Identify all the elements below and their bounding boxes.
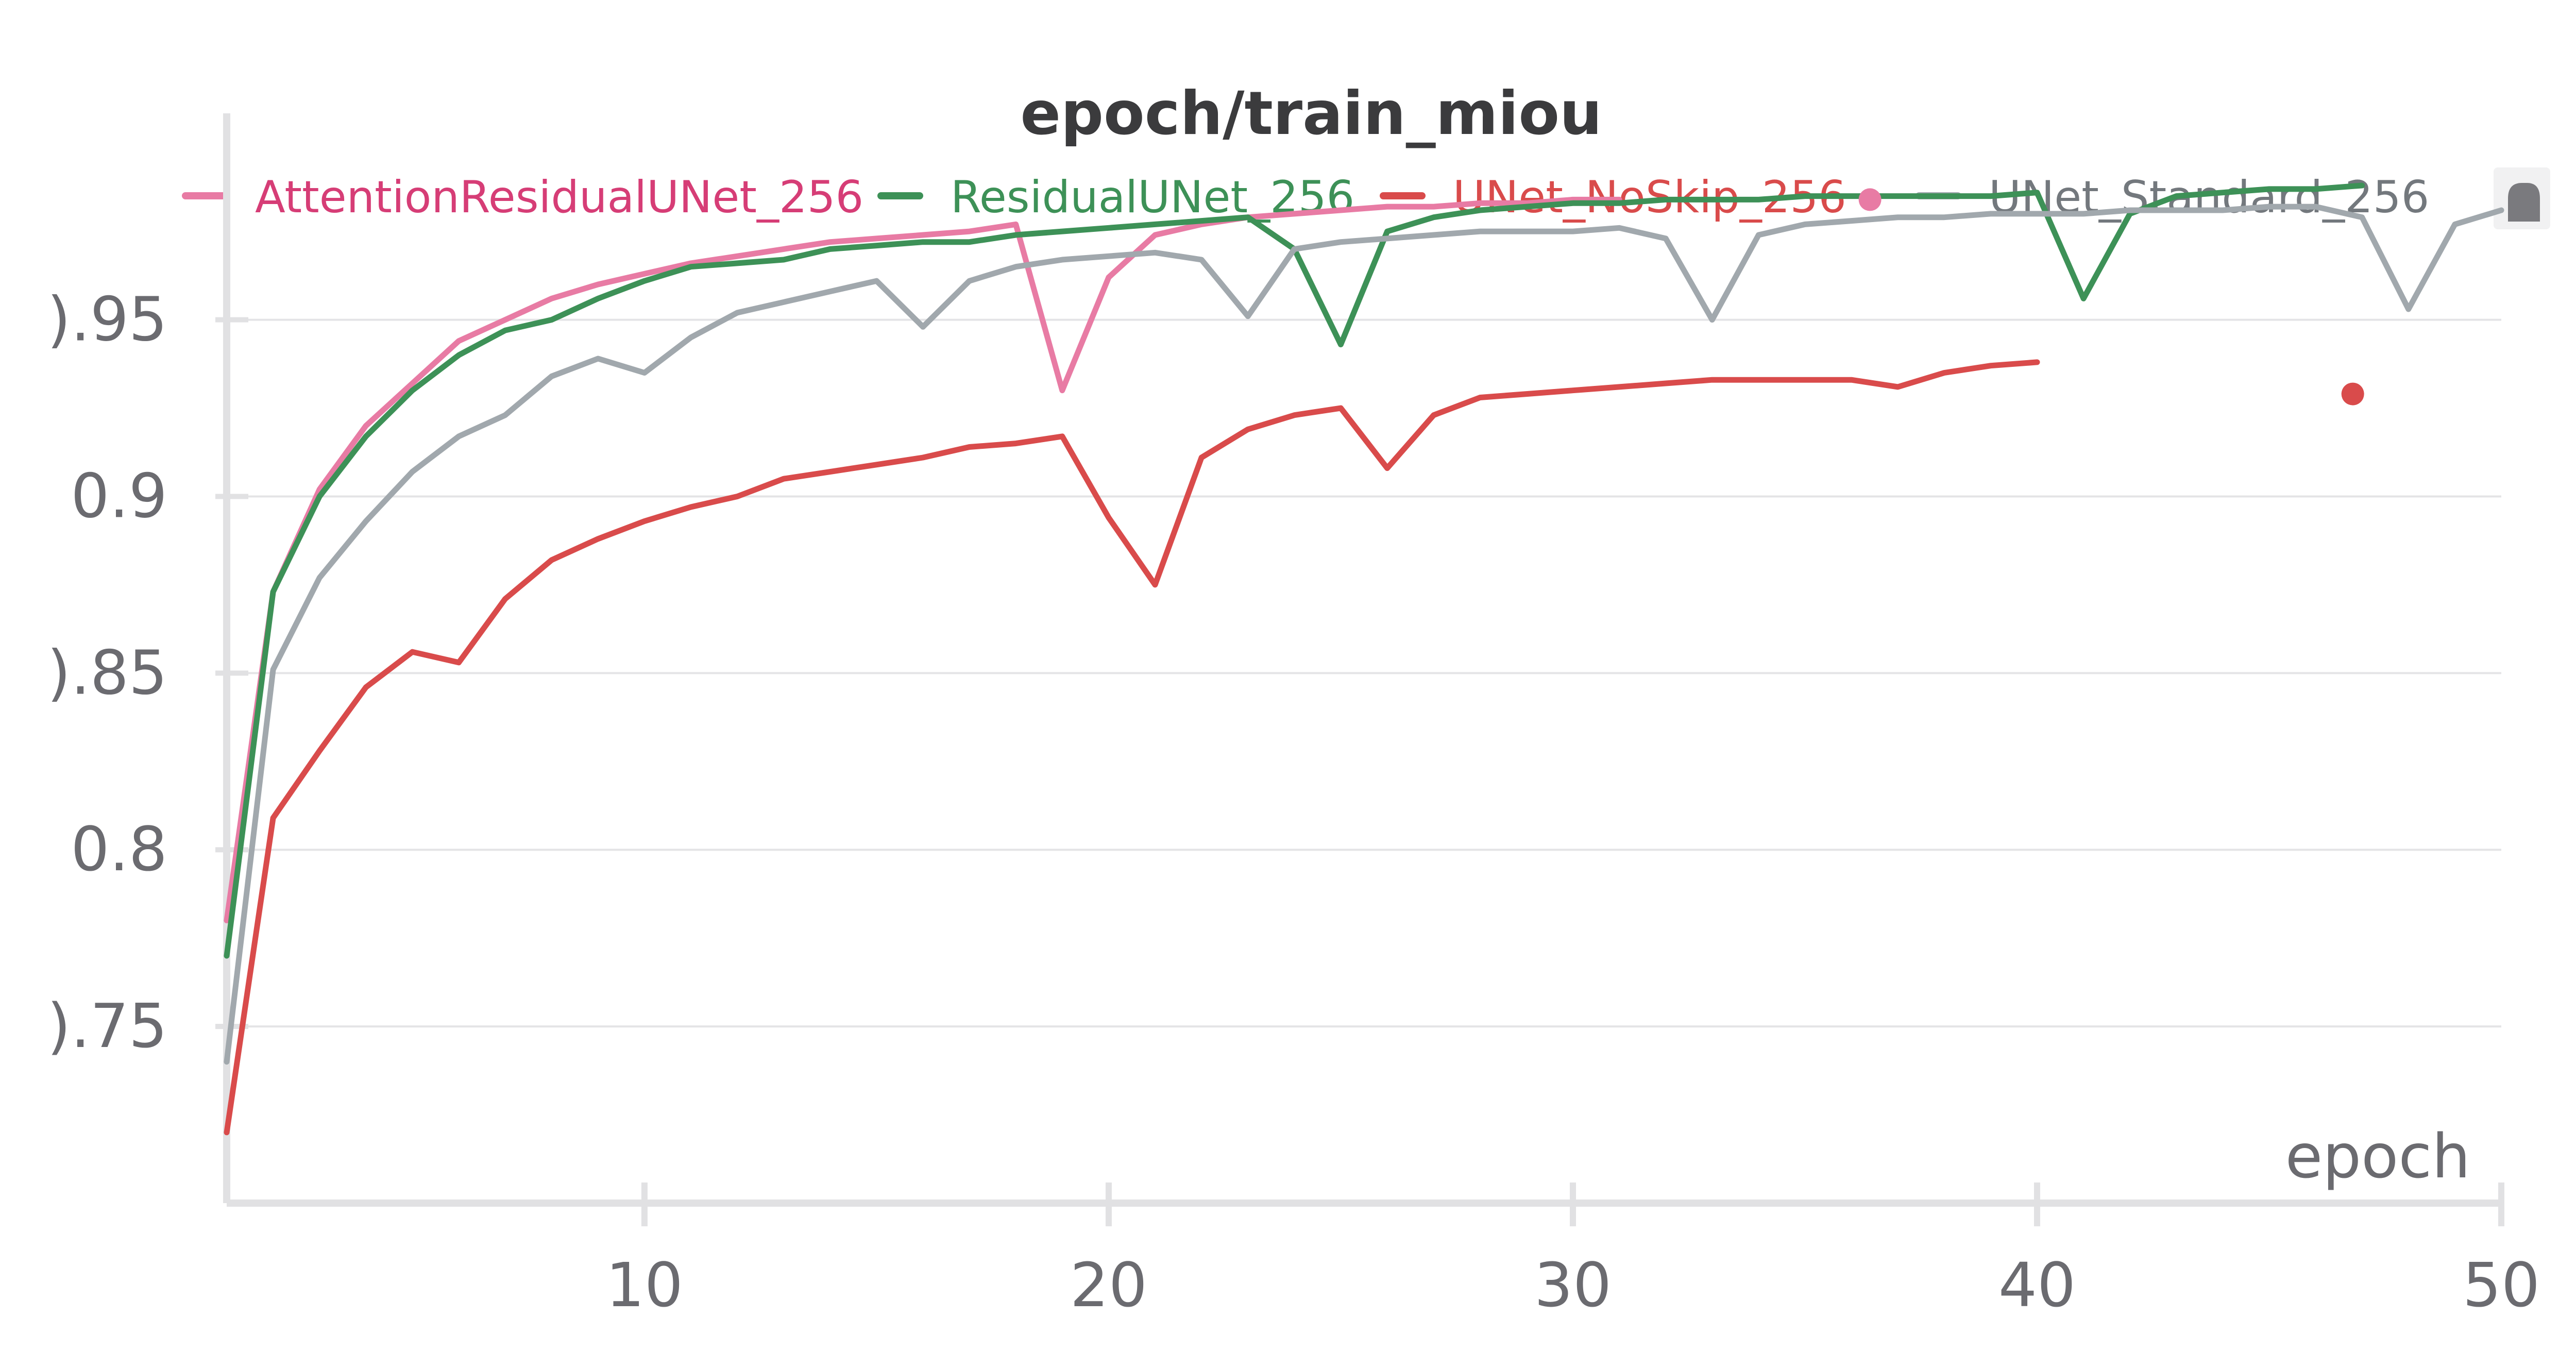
y-tick-label-3: 0.8: [71, 814, 167, 885]
legend-menu-icon[interactable]: [2494, 167, 2550, 229]
x-axis-label: epoch: [2285, 1121, 2470, 1192]
series-layer: [224, 182, 2504, 1136]
x-tick-label-3: 40: [1998, 1249, 2076, 1321]
series-line-UNet_Standard_256: [224, 204, 2504, 1065]
x-tick-label-1: 20: [1070, 1249, 1147, 1321]
series-marker-AttentionResidualUNet_256: [1858, 188, 1882, 211]
x-axis-ticks: 10 20 30 40 50: [606, 1183, 2540, 1321]
grid-lines: [227, 318, 2501, 1028]
y-tick-label-1: 0.9: [71, 460, 167, 531]
series-marker-UNet_NoSkip_256: [2341, 382, 2364, 406]
y-tick-label-2: ).85: [47, 637, 167, 708]
chart-title: epoch/train_miou: [1020, 79, 1602, 148]
series-line-UNet_NoSkip_256: [224, 359, 2040, 1136]
legend-label: AttentionResidualUNet_256: [255, 172, 863, 223]
chart-axes: [223, 113, 2501, 1207]
series-markers: [1858, 188, 2364, 406]
x-tick-label-0: 10: [606, 1249, 683, 1321]
series-line-AttentionResidualUNet_256: [224, 196, 1622, 923]
y-tick-label-4: ).75: [47, 990, 167, 1061]
x-tick-label-2: 30: [1534, 1249, 1612, 1321]
legend-item-AttentionResidualUNet_256[interactable]: AttentionResidualUNet_256: [182, 172, 863, 223]
x-tick-label-4: 50: [2463, 1249, 2540, 1321]
y-axis-ticks: ).95 0.9 ).85 0.8 ).75: [47, 284, 248, 1061]
y-tick-label-0: ).95: [47, 284, 167, 355]
